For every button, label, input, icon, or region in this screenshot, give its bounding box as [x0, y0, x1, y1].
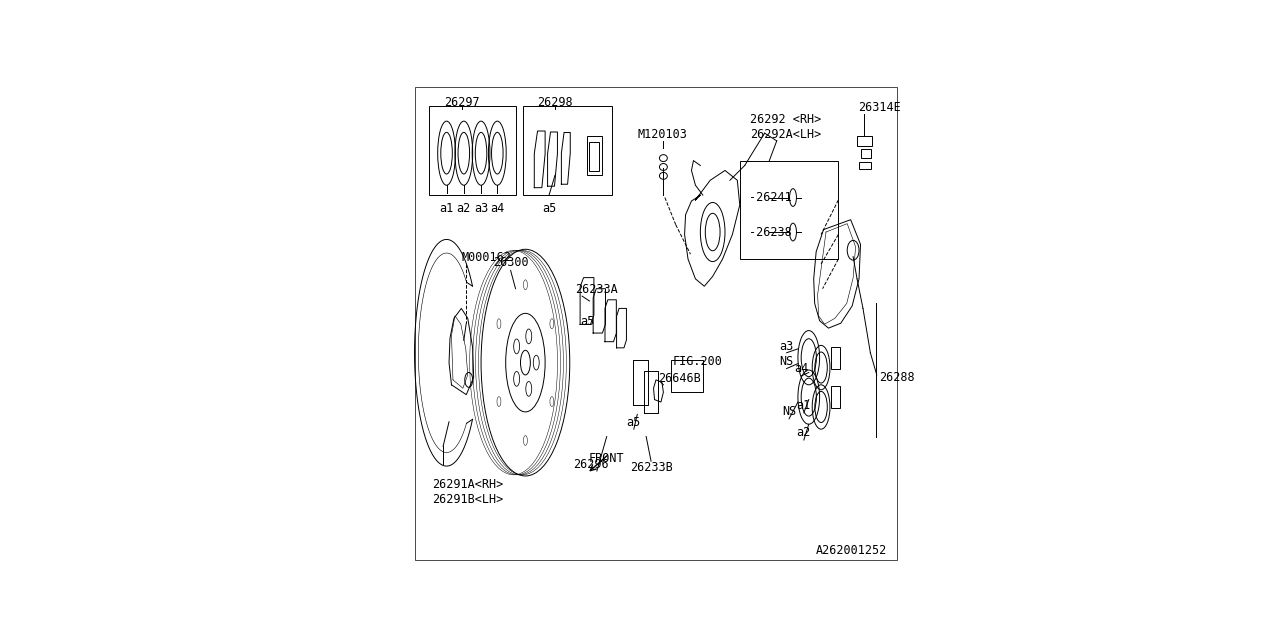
Bar: [429, 106, 516, 195]
Bar: [832, 347, 840, 369]
Text: -26241: -26241: [749, 191, 791, 204]
Text: NS: NS: [782, 405, 796, 418]
Bar: [858, 136, 872, 146]
Text: 26297: 26297: [444, 96, 480, 109]
Text: 26288: 26288: [879, 371, 914, 384]
Text: 26291A<RH>: 26291A<RH>: [431, 479, 503, 492]
Text: FRONT: FRONT: [589, 452, 625, 465]
Bar: [859, 161, 872, 170]
Text: a5: a5: [541, 202, 557, 216]
Text: a3: a3: [474, 202, 488, 216]
Text: 26646B: 26646B: [658, 372, 701, 385]
Text: A262001252: A262001252: [815, 544, 887, 557]
Text: -26238: -26238: [749, 225, 791, 239]
Text: a3: a3: [780, 340, 794, 353]
Bar: [832, 387, 840, 408]
Text: a2: a2: [457, 202, 471, 216]
Text: 26233B: 26233B: [630, 461, 672, 474]
Text: 26300: 26300: [493, 256, 529, 269]
Bar: [590, 142, 599, 172]
Text: 26292A<LH>: 26292A<LH>: [750, 128, 820, 141]
Bar: [740, 161, 838, 259]
Bar: [588, 136, 602, 175]
Text: 26314E: 26314E: [858, 100, 901, 114]
Bar: [524, 106, 612, 195]
Bar: [860, 149, 872, 158]
Text: FIG.200: FIG.200: [672, 355, 722, 368]
Text: a4: a4: [490, 202, 504, 216]
Text: a4: a4: [795, 362, 809, 375]
Text: a1: a1: [796, 399, 812, 412]
Text: 26291B<LH>: 26291B<LH>: [431, 493, 503, 506]
Text: 26296: 26296: [573, 458, 609, 471]
Text: a1: a1: [439, 202, 453, 216]
Text: a5: a5: [627, 416, 641, 429]
Text: a5: a5: [580, 315, 594, 328]
Text: 26292 <RH>: 26292 <RH>: [750, 113, 820, 126]
Text: NS: NS: [780, 355, 794, 367]
Text: 26233A: 26233A: [575, 283, 617, 296]
Bar: [671, 360, 703, 392]
Text: 26298: 26298: [538, 96, 572, 109]
Text: M120103: M120103: [637, 128, 687, 141]
Text: M000162: M000162: [461, 251, 511, 264]
Text: a2: a2: [796, 426, 812, 439]
